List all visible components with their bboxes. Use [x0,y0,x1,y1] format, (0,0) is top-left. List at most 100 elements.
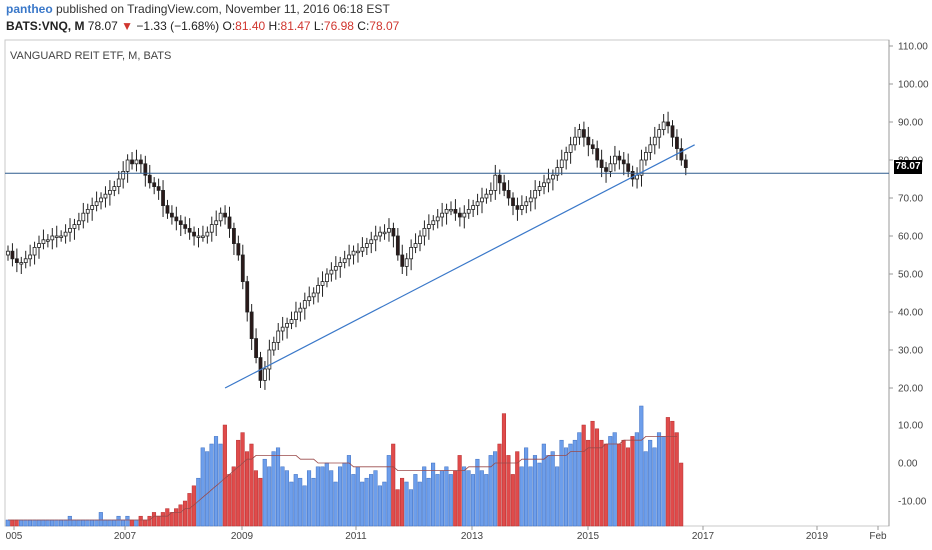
chart-header: pantheo published on TradingView.com, No… [0,0,932,38]
volume-bar [320,466,325,527]
volume-bar [94,519,99,527]
high-label: H: [268,19,281,33]
volume-bar [205,451,210,527]
volume-bar [382,481,387,527]
volume-bar [524,447,529,527]
candle-up [103,193,108,199]
ohlc-summary: BATS:VNQ, M 78.07 ▼ −1.33 (−1.68%) O:81.… [6,19,399,33]
volume-bar [541,443,546,527]
candle-up [37,243,41,248]
candle-up [373,235,378,241]
volume-bar [72,519,77,527]
volume-bar [488,455,493,527]
candle-down [10,250,15,260]
time-tick-label: 2011 [345,531,367,542]
volume-bar [112,519,117,527]
candles-layer [6,111,688,390]
volume-bar [590,420,595,527]
volume-bar [493,451,498,527]
candle-up [302,300,307,309]
volume-bar [231,466,236,527]
volume-bar [648,439,653,527]
volume-bar [617,443,622,527]
volume-bar [634,432,639,527]
volume-bar [625,447,631,527]
candle-up [493,174,498,191]
candle-down [626,163,631,172]
volume-bar [32,519,37,527]
volume-bar [329,470,334,527]
candle-up [573,136,577,146]
candle-up [555,167,560,176]
volume-bar [14,519,19,527]
volume-bar [58,519,64,527]
candle-down [14,258,19,264]
volume-bar [377,485,382,527]
candle-down [187,227,192,233]
candle-up [546,178,551,184]
candle-up [41,239,46,245]
trendline [224,144,695,389]
candle-up [608,163,613,172]
candle-up [50,235,55,241]
volume-bar [298,477,303,527]
candle-up [267,349,272,370]
candle-up [466,208,471,214]
volume-bar [19,519,24,527]
candle-up [418,235,422,244]
candle-down [174,216,179,222]
volume-bar [594,428,600,527]
candle-up [550,174,555,180]
candle-up [488,189,493,195]
volume-bar [439,470,444,527]
candle-up [413,243,418,248]
volume-bar [475,458,480,527]
volume-bar [182,500,188,527]
volume-bar [311,477,316,527]
publish-info: pantheo published on TradingView.com, No… [6,2,390,16]
volume-bar [448,474,453,527]
price-tick-label: 100.00 [898,80,929,91]
candle-up [364,243,369,248]
symbol-label: BATS:VNQ, M [6,19,85,33]
volume-bar [510,474,515,527]
price-chart[interactable]: 110.00100.0090.0080.0070.0060.0050.0040.… [0,38,932,550]
volume-tick-label: -10.00 [898,497,927,508]
candle-up [347,254,352,260]
volume-bar [479,470,484,527]
volume-bar [156,515,161,527]
candle-up [542,182,546,188]
candle-down [400,254,405,267]
volume-bar [577,432,582,527]
candle-down [227,216,232,229]
candle-up [28,254,33,260]
volume-bar [391,443,396,527]
volume-bar [453,470,458,527]
price-tick-label: 30.00 [898,346,923,357]
volume-bar [324,462,329,527]
candle-up [338,262,343,267]
volume-bar [431,462,436,527]
volume-bar [125,515,130,527]
volume-bar [501,413,507,527]
time-axis[interactable]: 005 2007 2009 2011 2013 2015 2017 2019 Feb [6,526,887,542]
candle-up [68,227,72,233]
candle-up [440,212,445,218]
candle-up [32,246,37,256]
volume-bar [630,436,635,527]
volume-bar [528,466,533,527]
volume-bar [364,477,369,527]
candle-up [329,269,334,275]
publisher-username[interactable]: pantheo [6,2,53,16]
volume-bar [10,519,15,527]
candle-down [604,167,608,172]
volume-bar [351,474,356,527]
candle-up [342,258,347,264]
candle-down [666,121,670,127]
volume-bar [457,455,462,527]
candle-up [54,235,59,238]
volume-bar [586,439,591,527]
price-axis[interactable]: 110.00100.0090.0080.0070.0060.0050.0040.… [889,42,929,395]
volume-bar [244,451,250,527]
candle-up [528,197,533,203]
